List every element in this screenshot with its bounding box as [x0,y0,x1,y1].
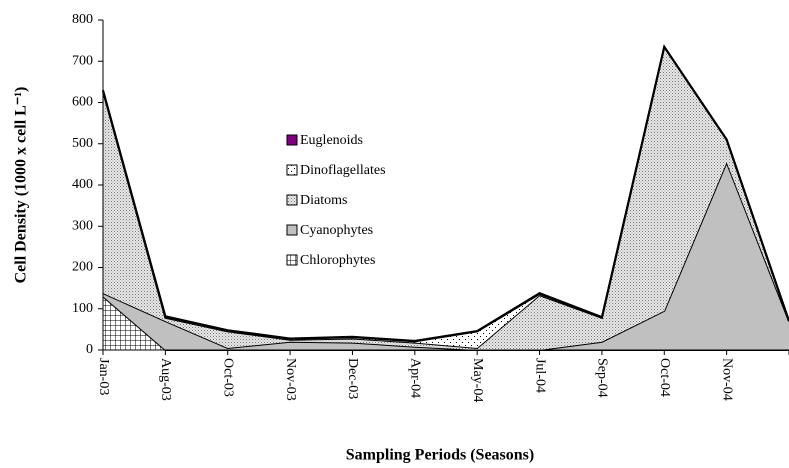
legend-swatch [286,254,298,266]
y-axis-title: Cell Density (1000 x cell L⁻¹) [13,87,30,284]
legend-label: Euglenoids [300,133,363,148]
area-edge [102,44,789,342]
area [103,46,789,350]
x-tick-label: Oct-04 [657,358,672,397]
y-tick-label: 200 [72,260,93,275]
x-tick-label: Oct-03 [221,358,236,397]
x-axis-title: Sampling Periods (Seasons) [346,447,534,464]
legend-swatch [286,134,298,146]
y-tick-label: 500 [72,136,93,151]
x-tick-label: May-04 [470,358,485,402]
area [103,162,789,350]
y-tick-label: 600 [72,95,93,110]
x-tick-label: Jul-04 [532,358,547,393]
legend-swatch [286,164,298,176]
legend-swatch [286,194,298,206]
x-tick-label: Apr-04 [408,358,423,398]
y-tick-label: 300 [72,218,93,233]
y-tick-label: 800 [72,12,93,27]
y-tick-label: 700 [72,53,93,68]
legend-label: Cyanophytes [300,223,373,238]
x-tick-label: Nov-04 [719,358,734,401]
x-tick-label: Nov-03 [283,358,298,401]
legend-label: Chlorophytes [300,253,375,268]
x-tick-label: Dec-03 [345,358,360,399]
legend-label: Dinoflagellates [300,163,386,178]
x-tick-label: Sep-04 [595,358,610,398]
x-tick-label: Aug-03 [158,358,173,401]
y-tick-label: 0 [86,342,93,357]
x-tick-label: Jan-03 [96,358,111,395]
y-tick-label: 400 [72,177,93,192]
legend-swatch [286,224,298,236]
legend-label: Diatoms [300,193,347,208]
y-tick-label: 100 [72,301,93,316]
